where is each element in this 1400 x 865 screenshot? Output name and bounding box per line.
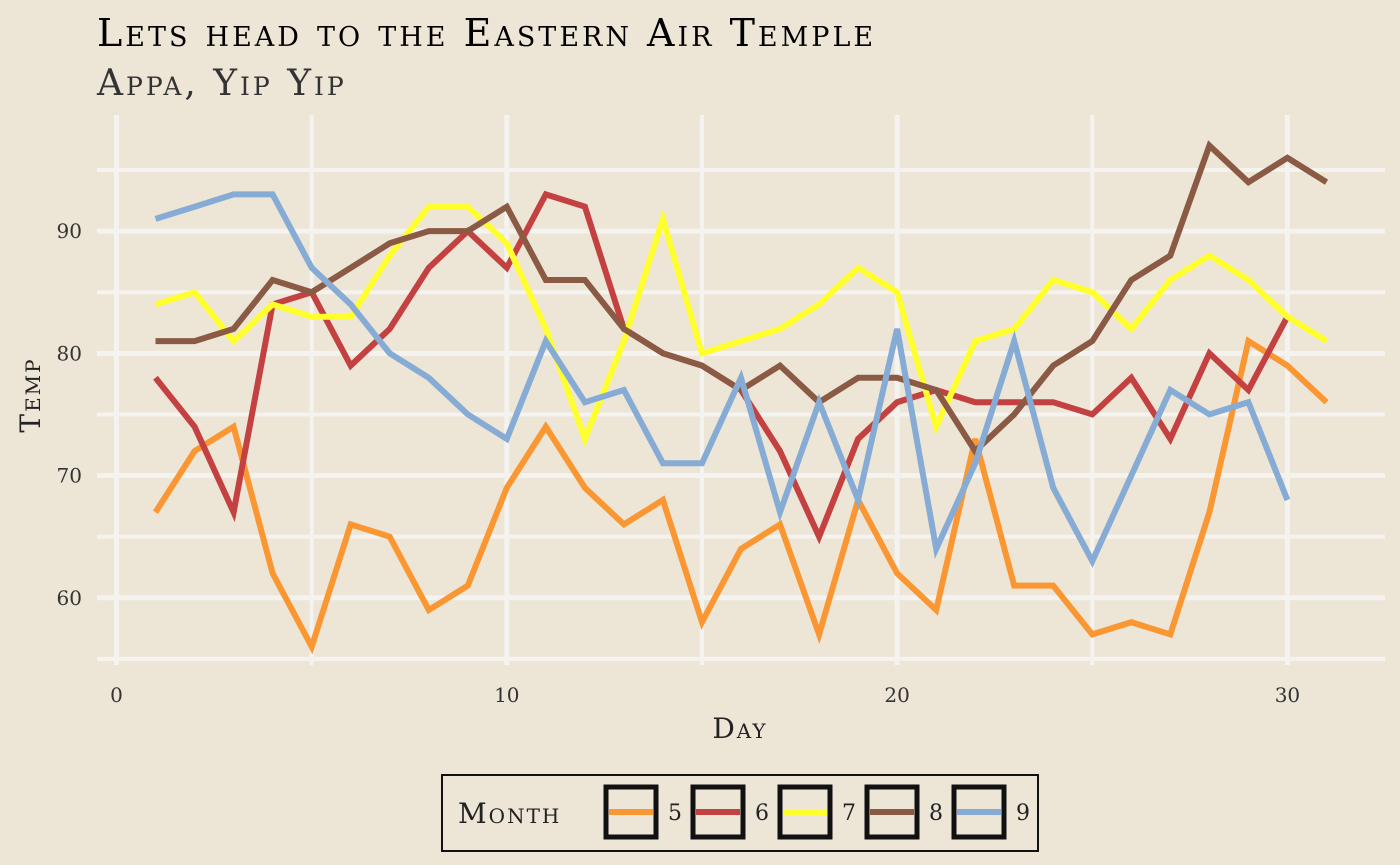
legend-key-box (690, 784, 746, 840)
legend-items: 5 6 7 8 9 (603, 784, 1030, 840)
legend-label: 9 (1016, 801, 1030, 826)
legend: Month 5 6 7 8 9 (441, 774, 1039, 852)
x-tick-label: 0 (110, 683, 123, 707)
legend-item-month-6: 6 (690, 784, 769, 840)
legend-item-month-8: 8 (864, 784, 943, 840)
legend-box (441, 774, 1039, 852)
y-tick-label: 80 (57, 341, 82, 365)
series-lines (152, 140, 1329, 655)
legend-label: 6 (755, 801, 769, 826)
y-axis-title: Temp (14, 357, 47, 432)
legend-key-box (603, 784, 659, 840)
legend-title: Month (458, 797, 561, 830)
grid (97, 115, 1385, 665)
x-axis-title: Day (712, 712, 767, 745)
legend-label: 5 (668, 801, 682, 826)
y-tick-label: 60 (57, 586, 82, 610)
legend-item-month-9: 9 (951, 784, 1030, 840)
legend-label: 8 (929, 801, 943, 826)
x-tick-label: 20 (884, 683, 909, 707)
y-axis-ticks: 60 70 80 90 (57, 219, 82, 610)
legend-item-month-5: 5 (603, 784, 682, 840)
legend-label: 7 (842, 801, 856, 826)
x-tick-label: 30 (1275, 683, 1300, 707)
legend-key-box (864, 784, 920, 840)
chart-title: Lets head to the Eastern Air Temple (97, 11, 876, 55)
x-axis-ticks: 0 10 20 30 (110, 683, 1300, 707)
legend-key-box (777, 784, 833, 840)
chart-subtitle: Appa, Yip Yip (96, 63, 347, 104)
y-tick-label: 70 (57, 464, 82, 488)
legend-key-box (951, 784, 1007, 840)
series-line-month-9 (154, 191, 1291, 568)
series-line-month-7 (154, 203, 1329, 448)
series-line-month-6 (153, 190, 1291, 545)
y-tick-label: 90 (57, 219, 82, 243)
x-tick-label: 10 (494, 683, 519, 707)
series-line-month-8 (155, 140, 1329, 456)
legend-item-month-7: 7 (777, 784, 856, 840)
series-line-month-5 (152, 336, 1329, 655)
